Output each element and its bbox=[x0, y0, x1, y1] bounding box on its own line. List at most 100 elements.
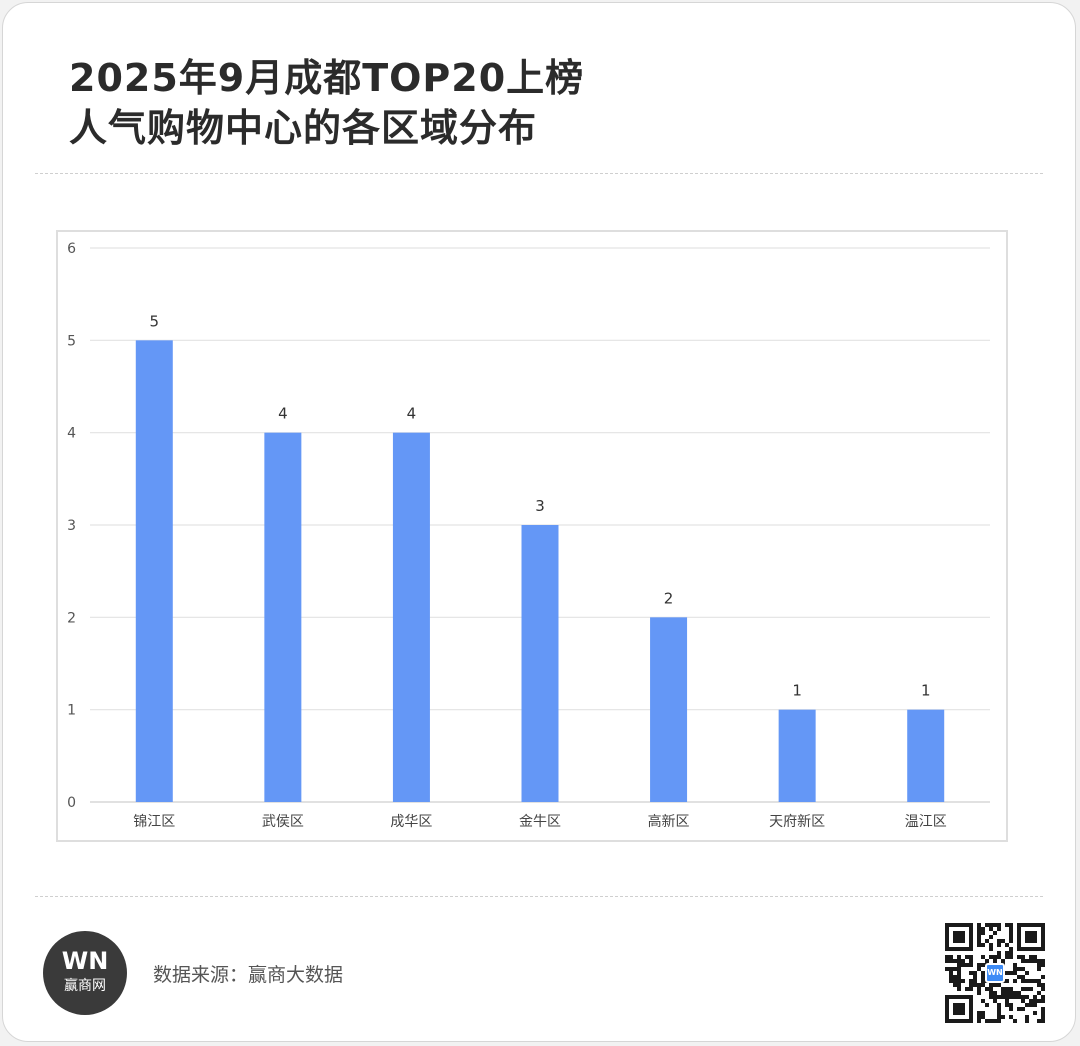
x-tick-label: 锦江区 bbox=[133, 813, 175, 830]
qr-module bbox=[997, 943, 1001, 947]
qr-center-logo: WN bbox=[985, 963, 1005, 983]
qr-code[interactable]: WN bbox=[945, 923, 1045, 1023]
title-line-2: 人气购物中心的各区域分布 bbox=[69, 106, 538, 150]
qr-module bbox=[1041, 1007, 1045, 1011]
qr-module bbox=[957, 959, 961, 963]
qr-module bbox=[1041, 1015, 1045, 1019]
qr-module bbox=[985, 923, 989, 927]
qr-module bbox=[961, 959, 965, 963]
x-tick-label: 成华区 bbox=[390, 814, 432, 830]
brand-logo: WN 赢商网 bbox=[43, 931, 127, 1015]
qr-module bbox=[997, 955, 1001, 959]
data-label: 2 bbox=[664, 589, 674, 607]
qr-module bbox=[993, 999, 997, 1003]
qr-module bbox=[1001, 995, 1005, 999]
qr-module bbox=[957, 955, 961, 959]
qr-module bbox=[989, 923, 993, 927]
qr-module bbox=[1025, 1003, 1029, 1007]
qr-module bbox=[989, 947, 993, 951]
qr-module bbox=[993, 931, 997, 935]
qr-module bbox=[1029, 979, 1033, 983]
qr-module bbox=[1029, 1003, 1033, 1007]
qr-module bbox=[985, 939, 989, 943]
qr-module bbox=[1041, 995, 1045, 999]
qr-module bbox=[1029, 987, 1033, 991]
y-tick-label: 6 bbox=[67, 241, 76, 257]
qr-module bbox=[981, 1011, 985, 1015]
qr-module bbox=[989, 991, 993, 995]
qr-module bbox=[1009, 1007, 1013, 1011]
qr-module bbox=[989, 927, 993, 931]
qr-module bbox=[997, 1019, 1001, 1023]
qr-module bbox=[977, 927, 981, 931]
qr-module bbox=[997, 939, 1001, 943]
qr-module bbox=[1033, 979, 1037, 983]
qr-module bbox=[977, 987, 981, 991]
bar bbox=[650, 617, 688, 802]
qr-module bbox=[1021, 999, 1025, 1003]
x-tick-label: 天府新区 bbox=[769, 814, 825, 830]
qr-module bbox=[949, 959, 953, 963]
qr-module bbox=[1025, 971, 1029, 975]
qr-module bbox=[997, 1007, 1001, 1011]
qr-module bbox=[1041, 963, 1045, 967]
qr-module bbox=[1013, 967, 1017, 971]
qr-module bbox=[957, 975, 961, 979]
qr-module bbox=[1009, 931, 1013, 935]
qr-module bbox=[1029, 999, 1033, 1003]
qr-module bbox=[977, 963, 981, 967]
qr-module bbox=[949, 979, 953, 983]
qr-module bbox=[981, 975, 985, 979]
qr-module bbox=[1017, 967, 1021, 971]
qr-module bbox=[953, 959, 957, 963]
x-tick-label: 温江区 bbox=[905, 814, 947, 830]
qr-module bbox=[1017, 975, 1021, 979]
qr-module bbox=[1017, 995, 1021, 999]
qr-module bbox=[1037, 979, 1041, 983]
bar bbox=[907, 709, 945, 802]
qr-module bbox=[945, 955, 949, 959]
bar bbox=[778, 709, 816, 802]
qr-module bbox=[953, 983, 957, 987]
qr-module bbox=[1021, 995, 1025, 999]
qr-module bbox=[1005, 987, 1009, 991]
x-tick-label: 高新区 bbox=[648, 813, 690, 830]
qr-module bbox=[985, 987, 989, 991]
qr-module bbox=[945, 959, 949, 963]
data-label: 1 bbox=[921, 682, 931, 700]
data-label: 1 bbox=[792, 682, 802, 700]
title-line-1: 2025年9月成都TOP20上榜 bbox=[69, 56, 585, 100]
qr-module bbox=[997, 1015, 1001, 1019]
y-tick-label: 4 bbox=[67, 426, 76, 442]
qr-module bbox=[1009, 947, 1013, 951]
qr-module bbox=[1037, 967, 1041, 971]
qr-module bbox=[981, 943, 985, 947]
qr-module bbox=[981, 931, 985, 935]
qr-module bbox=[1029, 955, 1033, 959]
qr-module bbox=[1037, 959, 1041, 963]
qr-module bbox=[1005, 991, 1009, 995]
chart-frame: 0 1 2 3 4 5 6 5 锦江区 4 武侯区 4 成华区 3 金牛区 2 高新区 1 天府新区 1 温江区 bbox=[56, 230, 1008, 842]
bar bbox=[264, 432, 302, 802]
bar-chart: 0 1 2 3 4 5 6 5 锦江区 4 武侯区 4 成华区 3 金牛区 2 高新区 1 天府新区 1 温江区 bbox=[67, 241, 990, 830]
qr-module bbox=[957, 987, 961, 991]
bottom-divider bbox=[35, 896, 1043, 897]
qr-module bbox=[969, 959, 973, 963]
qr-module bbox=[997, 1003, 1001, 1007]
qr-module bbox=[981, 955, 985, 959]
qr-module bbox=[1037, 1019, 1041, 1023]
qr-module bbox=[1005, 1003, 1009, 1007]
qr-module bbox=[1021, 955, 1025, 959]
page-title: 2025年9月成都TOP20上榜 人气购物中心的各区域分布 bbox=[69, 53, 584, 153]
data-label: 4 bbox=[407, 405, 417, 423]
qr-module bbox=[989, 983, 993, 987]
qr-module bbox=[949, 955, 953, 959]
qr-module bbox=[981, 979, 985, 983]
data-label: 5 bbox=[150, 312, 160, 330]
qr-module bbox=[1041, 999, 1045, 1003]
qr-module bbox=[993, 1019, 997, 1023]
qr-module bbox=[1009, 995, 1013, 999]
qr-module bbox=[1025, 959, 1029, 963]
qr-module bbox=[997, 927, 1001, 931]
